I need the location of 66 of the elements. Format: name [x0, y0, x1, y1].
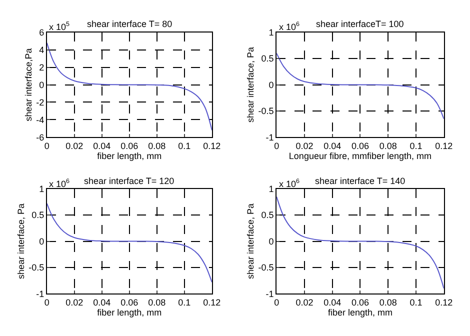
- y-tick-label: 2: [39, 62, 44, 72]
- x-tick-label: 0.02: [66, 298, 84, 308]
- y-tick-label: -2: [36, 97, 44, 108]
- y-axis-title: shear interface, Pa: [16, 204, 26, 280]
- x-tick-label: 0.04: [93, 141, 111, 151]
- x-tick-label: 0.12: [203, 298, 221, 308]
- y-axis-title: shear interface, Pa: [246, 204, 256, 280]
- x-tick-label: 0.08: [379, 298, 397, 308]
- x-tick-label: 0.08: [148, 298, 166, 308]
- x-tick-label: 0.02: [296, 141, 314, 151]
- y-tick-label: -0.5: [258, 262, 274, 273]
- x-tick-label: 0.06: [120, 298, 138, 308]
- chart-title: shear interface T= 140: [315, 176, 406, 186]
- line-series: [46, 203, 212, 283]
- x-tick-label: 0.04: [324, 141, 342, 151]
- y-tick-label: -1: [266, 132, 274, 142]
- x-tick-label: 0.1: [410, 298, 422, 308]
- y-tick-label: 0: [268, 80, 274, 90]
- y-tick-label: 0: [268, 236, 274, 246]
- y-tick-label: 6: [39, 27, 44, 38]
- chart-title: shear interface T= 120: [84, 176, 174, 186]
- x-tick-label: 0.1: [410, 141, 422, 151]
- y-tick-label: -0.5: [258, 106, 274, 116]
- y-axis-title: shear interface, Pa: [246, 47, 256, 123]
- chart-title: shear interface T= 80: [87, 19, 172, 29]
- y-tick-label: -4: [36, 114, 44, 125]
- x-tick-label: 0.12: [435, 141, 453, 151]
- y-tick-label: 4: [39, 44, 44, 55]
- y-tick-label: -6: [36, 132, 44, 142]
- x-axis-title: fiber length, mm: [97, 308, 162, 318]
- x-tick-label: 0.08: [148, 141, 166, 151]
- y-tick-label: 0.5: [32, 210, 44, 220]
- y-tick-label: 0: [39, 236, 44, 246]
- x-tick-label: 0.02: [66, 141, 84, 151]
- x-tick-label: 0.06: [351, 298, 369, 308]
- x-axis-title: Longueur fibre, mmfiber length, mm: [288, 151, 432, 161]
- x-tick-label: 0.02: [296, 298, 314, 308]
- line-series: [46, 42, 212, 131]
- x-tick-label: 0.1: [178, 298, 191, 308]
- x-tick-label: 0.08: [379, 141, 397, 151]
- y-tick-label: -1: [36, 288, 44, 299]
- y-tick-label: -1: [266, 288, 274, 299]
- y-tick-label: 0.5: [261, 210, 274, 220]
- y-tick-label: 0: [39, 80, 44, 90]
- text: x 10$^{6}$: [279, 21, 300, 32]
- x-tick-label: 0.06: [351, 141, 369, 151]
- y-tick-label: 0.5: [261, 54, 274, 64]
- annotation: x 10$^{6}$: [49, 178, 70, 189]
- x-tick-label: 0.04: [324, 298, 342, 308]
- x-tick-label: 0.12: [435, 298, 453, 308]
- y-tick-label: -0.5: [28, 262, 44, 273]
- line-series: [276, 52, 444, 120]
- chart-title: shear interfaceT= 100: [316, 19, 404, 29]
- x-tick-label: 0.04: [93, 298, 111, 308]
- text: x 10$^{5}$: [49, 21, 70, 32]
- x-tick-label: 0.12: [203, 141, 221, 151]
- line-series: [276, 196, 444, 289]
- x-axis-title: fiber length, mm: [328, 308, 392, 318]
- y-tick-label: 1: [268, 184, 274, 194]
- annotation: x 10$^{6}$: [279, 178, 300, 189]
- y-tick-label: 1: [39, 184, 44, 194]
- y-axis-title: shear interface,Pa: [23, 48, 34, 122]
- x-tick-label: 0.06: [120, 141, 138, 151]
- y-tick-label: 1: [268, 27, 274, 38]
- x-axis-title: fiber length, mm: [97, 151, 162, 161]
- x-tick-label: 0.1: [178, 141, 191, 151]
